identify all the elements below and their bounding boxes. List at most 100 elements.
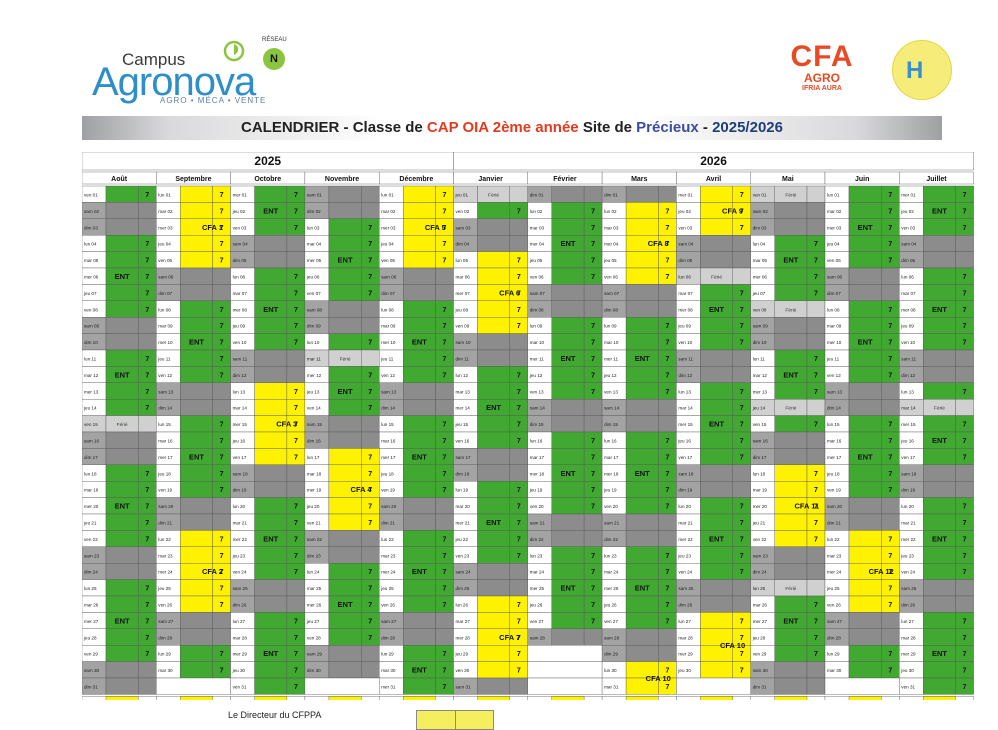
day-status-cell	[105, 300, 139, 318]
day-date-label: dim 28	[158, 635, 172, 640]
day-date-label: ven 05	[158, 258, 172, 263]
day-date-label: lun 25	[753, 586, 766, 591]
day-hours-value: 7	[443, 569, 447, 576]
ent-label: ENT	[635, 354, 650, 363]
day-date-label: mar 28	[233, 635, 248, 640]
day-date-label: dim 05	[901, 258, 915, 263]
day-hours-cell	[806, 185, 826, 203]
day-date-label: ven 21	[307, 521, 321, 526]
day-status-cell	[105, 251, 139, 269]
day-status-cell	[254, 431, 288, 449]
day-hours-value: 7	[888, 225, 892, 232]
day-date-label: jeu 22	[455, 537, 469, 542]
day-date-label: mer 04	[604, 242, 619, 247]
cfa-agro-logo: CFA AGRO IFRIA AURA	[786, 42, 858, 102]
day-date-label: dim 04	[456, 242, 470, 247]
day-status-cell	[551, 218, 585, 236]
day-hours-value: 7	[517, 372, 521, 379]
day-status-cell	[923, 251, 956, 269]
day-date-label: lun 09	[604, 324, 617, 329]
day-status-cell	[551, 284, 585, 301]
day-status-cell	[625, 481, 659, 498]
day-status-cell	[180, 579, 213, 597]
day-hours-value: 7	[591, 208, 595, 215]
day-hours-value: 7	[145, 192, 149, 199]
month-header-cell	[899, 171, 974, 185]
day-date-label: ven 29	[753, 652, 767, 657]
day-date-label: mer 15	[678, 422, 693, 427]
ent-label: ENT	[858, 338, 873, 347]
day-date-label: dim 28	[381, 635, 395, 640]
day-status-cell	[254, 563, 288, 580]
day-hours-value: 7	[443, 471, 447, 478]
day-status-cell	[403, 251, 436, 269]
ent-label: ENT	[932, 436, 947, 445]
day-hours-value: 7	[591, 504, 595, 511]
day-status-cell	[551, 546, 585, 564]
day-date-label: dim 31	[84, 685, 98, 690]
month-name: Avril	[706, 176, 721, 183]
day-hours-value: 7	[814, 602, 818, 609]
day-date-label: mer 18	[604, 471, 619, 476]
day-hours-value: 7	[145, 602, 149, 609]
day-status-cell	[625, 284, 659, 301]
day-status-cell	[923, 464, 956, 482]
ferie-label: Férié	[785, 193, 796, 199]
day-status-cell	[477, 202, 510, 220]
day-date-label: lun 02	[530, 209, 543, 214]
day-hours-value: 7	[220, 602, 224, 609]
cfa-label: CFA 12	[869, 567, 894, 576]
day-hours-value: 7	[591, 602, 595, 609]
day-status-cell	[774, 316, 808, 334]
day-hours-cell	[286, 349, 306, 367]
day-hours-value: 7	[740, 504, 744, 511]
day-hours-cell	[806, 333, 826, 351]
day-date-label: mar 02	[158, 209, 173, 214]
day-hours-value: 7	[963, 553, 967, 560]
day-hours-cell	[138, 202, 157, 220]
day-hours-cell	[212, 382, 231, 400]
day-date-label: ven 10	[233, 340, 247, 345]
day-hours-value: 7	[368, 405, 372, 412]
day-hours-value: 7	[591, 372, 595, 379]
logo-agronova-text: Agronova	[92, 60, 256, 104]
day-status-cell	[848, 661, 882, 679]
month-name: Octobre	[254, 176, 281, 183]
day-date-label: lun 27	[901, 619, 914, 624]
day-status-cell	[254, 185, 288, 203]
day-date-label: ven 30	[456, 668, 470, 673]
day-date-label: ven 19	[158, 488, 172, 493]
day-hours-value: 7	[220, 536, 224, 543]
day-date-label: ven 24	[678, 570, 692, 575]
day-date-label: lun 13	[233, 389, 246, 394]
day-status-cell	[328, 398, 362, 416]
day-date-label: ven 10	[901, 340, 915, 345]
day-date-label: sam 14	[604, 406, 620, 411]
day-date-label: mer 01	[678, 193, 693, 198]
day-hours-cell	[212, 398, 231, 416]
day-date-label: dim 19	[233, 488, 247, 493]
day-status-cell	[180, 349, 213, 367]
day-hours-value: 7	[220, 586, 224, 593]
day-date-label: mar 17	[604, 455, 619, 460]
day-date-label: mar 07	[233, 291, 248, 296]
day-hours-value: 7	[665, 323, 669, 330]
day-hours-value: 7	[740, 438, 744, 445]
day-hours-value: 7	[517, 274, 521, 281]
day-hours-cell	[361, 349, 380, 367]
day-status-cell	[328, 202, 362, 220]
day-status-cell	[403, 398, 436, 416]
day-date-label: ven 03	[233, 225, 247, 230]
ent-label: ENT	[412, 666, 427, 675]
day-status-cell	[551, 251, 585, 269]
day-status-cell	[700, 431, 733, 449]
day-hours-cell	[806, 661, 826, 679]
day-hours-cell	[881, 497, 900, 515]
day-hours-value: 7	[220, 454, 224, 461]
day-status-cell	[625, 398, 659, 416]
day-date-label: lun 08	[827, 307, 840, 312]
day-hours-value: 7	[665, 471, 669, 478]
day-hours-value: 7	[145, 307, 149, 314]
region-logo: H	[892, 40, 952, 100]
day-date-label: lun 06	[233, 275, 246, 280]
